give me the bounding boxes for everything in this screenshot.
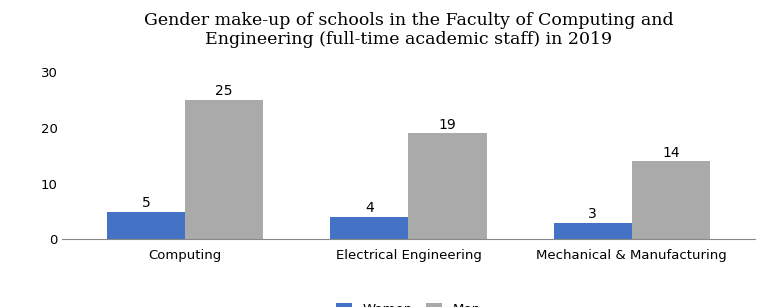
Text: 14: 14 — [662, 146, 680, 160]
Bar — [331, 217, 408, 239]
Bar — [408, 134, 486, 239]
Text: 19: 19 — [439, 118, 457, 132]
Text: 4: 4 — [365, 201, 373, 216]
Bar — [632, 161, 710, 239]
Text: 3: 3 — [588, 207, 597, 221]
Legend: Women, Men: Women, Men — [331, 297, 485, 307]
Bar — [107, 212, 185, 239]
Text: 5: 5 — [142, 196, 150, 210]
Bar — [554, 223, 632, 239]
Text: 25: 25 — [216, 84, 233, 98]
Bar — [185, 100, 263, 239]
Title: Gender make-up of schools in the Faculty of Computing and
Engineering (full-time: Gender make-up of schools in the Faculty… — [144, 12, 673, 48]
